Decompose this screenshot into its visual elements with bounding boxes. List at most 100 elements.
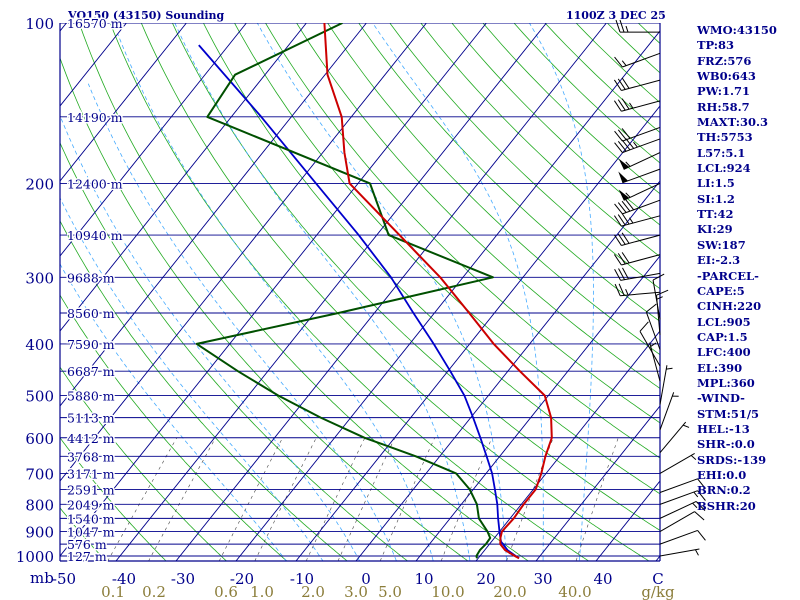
wind-barb-staff [659,511,695,533]
wind-barb-half-feather [625,25,629,33]
height-label: 6687 m [67,364,115,379]
isotherm-line [295,105,660,561]
wind-barb-pennant [618,158,630,170]
wind-barb-feather [613,79,622,91]
wind-barb [639,321,661,367]
height-label: 16570 m [67,16,123,31]
sounding-index-line: TH:5753 [697,130,753,145]
sounding-index-line: SW:187 [697,237,746,252]
wind-barb-half-feather [650,342,657,347]
wind-barb [659,511,705,533]
temperature-tick-label: -10 [290,570,314,588]
dry-adiabat-line [78,23,529,561]
height-label: 3768 m [67,449,115,464]
wind-barb-staff [620,291,661,297]
wind-barb-feather [614,203,623,215]
wind-barb-half-feather [625,192,631,198]
wind-barb [659,421,690,454]
wind-barb [618,182,661,201]
sounding-index-line: -WIND- [697,391,745,406]
chart-title: VQ150 (43150) Sounding [68,9,225,22]
pressure-axis-label: mb [30,569,54,587]
wind-barb-feather [615,19,621,33]
mixing-ratio-tick-label: 40.0 [558,583,591,600]
wind-barb [659,490,706,505]
wind-barb-feather [695,501,706,512]
wind-barb-feather [621,139,631,151]
mixing-ratio-tick-label: 20.0 [493,583,526,600]
mixing-ratio-tick-label: 5.0 [378,583,402,600]
mixing-ratio-line [148,437,216,561]
wind-barb-feather [697,490,706,501]
sounding-index-line: SHR-:0.0 [697,437,755,452]
wind-barb-staff [645,311,661,350]
sounding-index-line: CAPE:5 [697,283,745,298]
wind-barb [614,138,661,154]
wind-barb [649,342,661,382]
wind-barb-staff [659,529,698,545]
wind-barb-feather [618,283,625,296]
wind-barb-feather [621,98,630,110]
sounding-index-line: HEL:-13 [697,421,750,436]
pressure-tick-label: 300 [25,269,54,287]
wind-barb-feather [621,213,630,225]
height-label: 5880 m [67,389,115,404]
sounding-index-line: TP:83 [697,38,735,53]
wind-barb-feather [625,199,635,211]
wind-barb-feather [613,215,622,227]
wind-barb-feather [621,77,630,89]
dry-adiabat-line [60,507,107,561]
wind-barb-feather [613,100,622,112]
pressure-tick-label: 700 [25,465,54,483]
mixing-ratio-line [254,437,317,561]
wind-barb-pennant [618,171,629,183]
dry-adiabat-line [234,23,660,459]
wind-barb-feather [617,253,626,265]
sounding-index-line: FRZ:576 [697,53,752,68]
wind-barb-feather [617,78,626,90]
wind-barb [618,152,661,170]
mixing-ratio-line [575,437,619,561]
wind-barb [618,168,661,184]
wind-barb [613,77,661,91]
pressure-tick-label: 900 [25,524,54,542]
wind-barb-staff [622,126,661,142]
mixing-ratio-tick-label: 2.0 [301,583,325,600]
wind-barb-feather [621,128,631,139]
height-label: 10940 m [67,228,123,243]
wind-barb-half-feather [629,217,634,224]
isotherm-line [60,23,367,407]
isotherm-line [0,23,6,567]
wind-barb-staff [659,392,675,431]
isotherm-line [60,23,187,182]
wind-barb-staff [649,342,661,382]
temperature-tick-label: 0 [361,570,371,588]
height-label: 3171 m [67,466,115,481]
wind-barb-staff [622,168,661,184]
moist-adiabat-line [372,23,544,561]
wind-barb-feather [614,283,621,296]
isotherm-line [175,23,607,561]
sounding-index-line: TT:42 [697,207,734,222]
wind-barb-feather [617,214,626,226]
wind-barb [659,392,679,431]
wind-barb [659,501,706,519]
dry-adiabat-line [60,141,409,561]
height-label: 7590 m [67,337,115,352]
temperature-tick-label: -30 [171,570,195,588]
wind-barb-feather [697,530,706,541]
temperature-tick-label: -50 [52,570,76,588]
sounding-indices-panel: WMO:43150 TP:83 FRZ:576 WB0:643 PW:1.71 RH:58… [697,23,800,514]
sounding-index-line: LFC:400 [697,345,751,360]
sounding-index-line: STM:51/5 [697,406,760,421]
wind-barb-feather [618,268,625,280]
wind-barb-staff [659,421,687,454]
dry-adiabat-line [265,23,660,424]
wind-barb-half-feather [690,455,697,461]
dry-adiabat-line [60,437,167,561]
isotherm-line [60,23,67,32]
wind-barb-feather [621,252,630,264]
wind-barb-feather [656,289,669,296]
dry-adiabat-line [358,23,660,322]
isotherm-line [60,23,427,482]
